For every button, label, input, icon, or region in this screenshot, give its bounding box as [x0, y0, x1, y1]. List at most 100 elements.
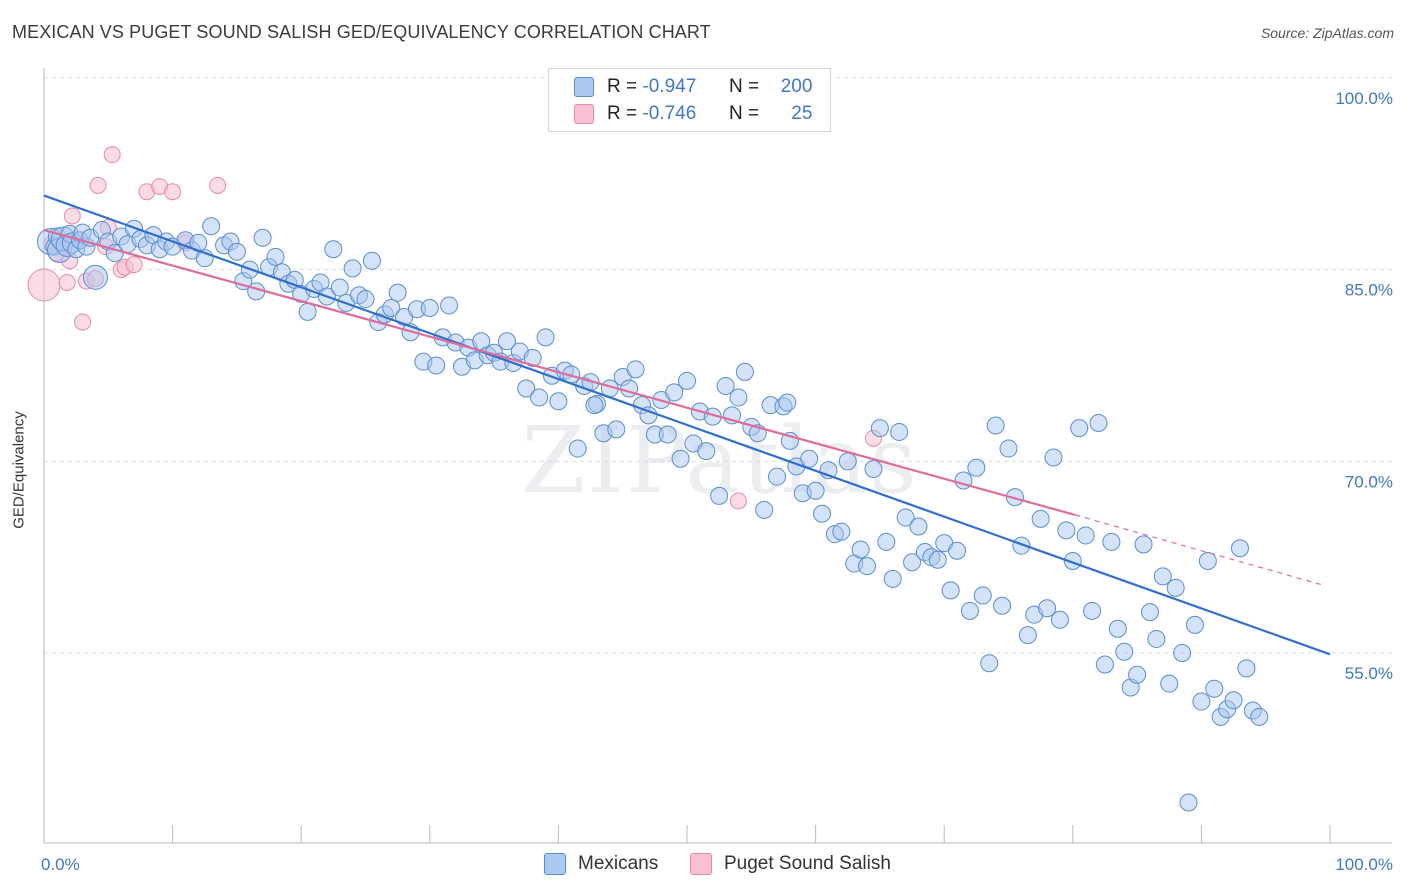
mexicans-point: [755, 500, 774, 519]
puget-sound-salish-point: [164, 183, 182, 201]
mexicans-point: [1095, 655, 1114, 674]
y-tick-label: 85.0%: [1345, 281, 1393, 300]
y-tick-label: 70.0%: [1345, 472, 1393, 491]
mexicans-trend-line: [43, 194, 1331, 656]
mexicans-point: [903, 553, 922, 572]
mexicans-point: [607, 420, 626, 439]
mexicans-point: [716, 376, 735, 395]
mexicans-point: [813, 504, 832, 523]
mexicans-point: [440, 296, 459, 315]
mexicans-point: [536, 328, 555, 347]
puget-sound-salish-point: [89, 176, 107, 194]
puget-sound-salish-point: [63, 207, 81, 225]
mexicans-point: [800, 449, 819, 468]
mexicans-point: [697, 442, 716, 461]
mexicans-point: [523, 348, 542, 367]
mexicans-point: [1224, 691, 1243, 710]
mexicans-point: [202, 217, 221, 236]
mexicans-point: [658, 425, 677, 444]
mexicans-point: [851, 540, 870, 559]
mexicans-point: [1012, 536, 1031, 555]
mexicans-point: [1031, 509, 1050, 528]
mexicans-point: [993, 596, 1012, 615]
mexicans-point: [356, 290, 375, 309]
mexicans-point: [1128, 665, 1147, 684]
mexicans-point: [890, 422, 909, 441]
legend-swatch-pink: [690, 853, 712, 875]
mexicans-point: [838, 452, 857, 471]
legend-n: N = 25: [729, 103, 813, 124]
mexicans-point: [427, 356, 446, 375]
mexicans-point: [960, 601, 979, 620]
legend-row-mexicans: R = -0.947 N = 200: [549, 74, 830, 100]
mexicans-point: [585, 396, 604, 415]
mexicans-point: [999, 439, 1018, 458]
mexicans-point: [1185, 615, 1204, 634]
mexicans-point: [1198, 552, 1217, 570]
mexicans-point: [883, 569, 902, 588]
mexicans-point: [877, 532, 896, 551]
mexicans-point: [729, 388, 748, 407]
puget-sound-salish-point: [125, 256, 143, 274]
mexicans-point: [1205, 679, 1224, 698]
mexicans-point: [678, 371, 696, 390]
mexicans-point: [298, 302, 317, 321]
mexicans-point: [343, 259, 362, 278]
series-legend: Mexicans Puget Sound Salish: [0, 851, 1406, 877]
y-tick-label: 55.0%: [1345, 664, 1393, 683]
mexicans-point: [1102, 532, 1121, 551]
correlation-legend: R = -0.947 N = 200 R = -0.746 N = 25: [548, 68, 831, 132]
mexicans-point: [973, 586, 992, 605]
chart-title: MEXICAN VS PUGET SOUND SALISH GED/EQUIVA…: [12, 22, 711, 42]
axes: [43, 68, 1392, 844]
legend-swatch-pink: [574, 104, 594, 124]
legend-r: R = -0.746: [607, 103, 697, 124]
legend-swatch-blue: [544, 853, 566, 875]
mexicans-point: [928, 550, 947, 569]
legend-n: N = 200: [729, 76, 813, 97]
mexicans-point: [806, 481, 825, 500]
mexicans-point: [941, 581, 960, 600]
mexicans-point: [896, 508, 915, 527]
puget-sound-salish-point: [209, 176, 227, 194]
mexicans-point: [530, 388, 549, 407]
mexicans-point: [1173, 644, 1192, 662]
mexicans-point: [388, 283, 407, 302]
legend-r: R = -0.947: [607, 76, 697, 97]
mexicans-point: [1115, 642, 1134, 661]
mexicans-point: [1083, 601, 1102, 620]
mexicans-point: [778, 393, 797, 412]
mexicans-point: [1076, 526, 1095, 545]
mexicans-point: [497, 332, 516, 351]
legend-row-puget-sound-salish: R = -0.746 N = 25: [549, 101, 830, 127]
grid-lines: [44, 77, 1392, 654]
trend-lines: [43, 194, 1331, 656]
mexicans-points: [36, 217, 1269, 812]
mexicans-point: [671, 449, 690, 468]
mexicans-point: [1147, 629, 1166, 648]
mexicans-point: [420, 299, 439, 317]
mexicans-point: [864, 460, 883, 478]
mexicans-point: [362, 251, 381, 270]
source-label: Source: ZipAtlas.com: [1260, 25, 1394, 41]
mexicans-point: [768, 467, 787, 486]
mexicans-point: [1134, 535, 1153, 554]
legend-swatch-blue: [574, 77, 594, 97]
legend-label-puget-sound-salish: Puget Sound Salish: [724, 853, 891, 874]
mexicans-point: [1250, 707, 1269, 726]
mexicans-point: [227, 242, 246, 261]
legend-item-mexicans: Mexicans: [544, 851, 658, 877]
mexicans-point: [710, 486, 729, 505]
mexicans-point: [549, 392, 568, 411]
mexicans-point: [1057, 521, 1076, 540]
tick-labels: 100.0% 85.0% 70.0% 55.0% 0.0% 100.0%: [41, 89, 1393, 874]
mexicans-point: [1192, 692, 1211, 711]
mexicans-point: [568, 439, 587, 458]
mexicans-point: [1140, 603, 1159, 622]
legend-item-puget-sound-salish: Puget Sound Salish: [690, 851, 891, 877]
mexicans-point: [735, 362, 754, 381]
mexicans-point: [253, 228, 272, 247]
legend-label-mexicans: Mexicans: [578, 853, 659, 874]
puget-sound-salish-point: [27, 268, 61, 302]
